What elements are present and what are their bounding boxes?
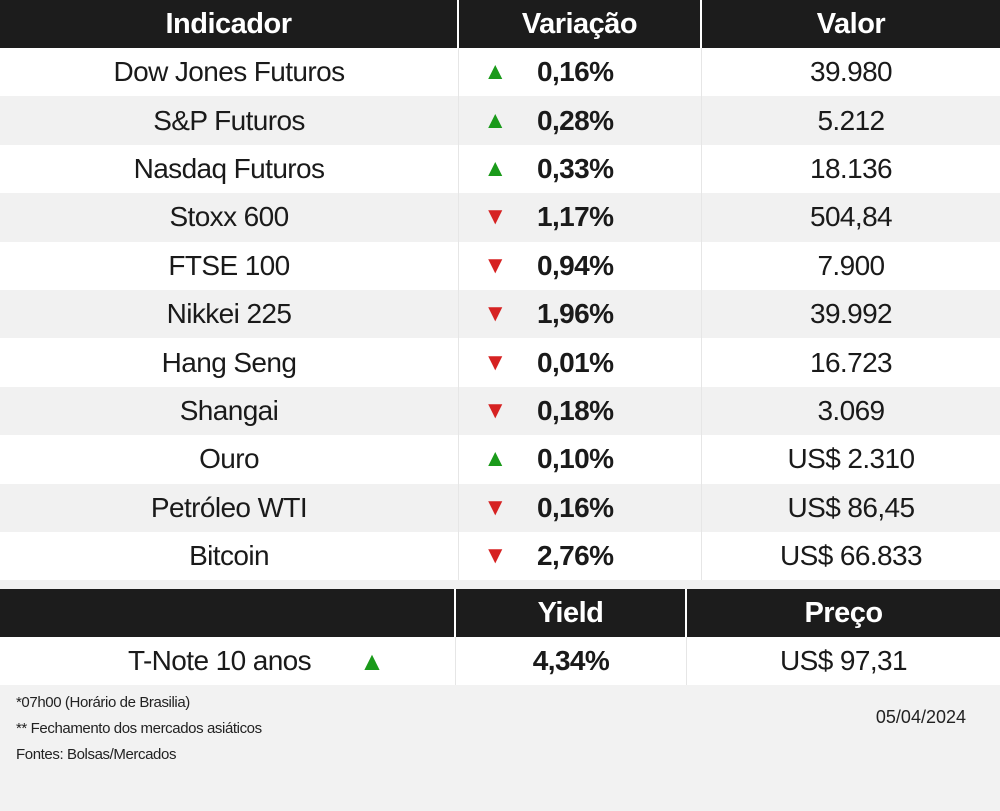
table-row: S&P Futuros ▲ 0,28% 5.212	[0, 96, 1000, 145]
bond-table-header: Yield Preço	[0, 589, 1000, 637]
value-cell: US$ 66.833	[780, 540, 922, 572]
bond-yield: 4,34%	[456, 637, 687, 685]
value-cell: 39.992	[809, 298, 893, 330]
value-cell: 16.723	[809, 346, 893, 378]
triangle-down-icon: ▼	[483, 396, 507, 424]
variation-cell: ▼ 1,17%	[459, 193, 702, 242]
variation-cell: ▲ 0,10%	[459, 435, 702, 484]
triangle-up-icon: ▲	[483, 445, 507, 473]
triangle-up-icon: ▲	[483, 58, 507, 86]
indices-table: Indicador Variação Valor Dow Jones Futur…	[0, 0, 1000, 581]
variation-value: 2,76%	[537, 540, 614, 572]
variation-cell: ▼ 0,94%	[459, 241, 702, 290]
triangle-down-icon: ▼	[483, 251, 507, 279]
value-cell: US$ 86,45	[787, 491, 916, 523]
footnote: ** Fechamento dos mercados asiáticos	[16, 720, 262, 737]
indicator-name: Shangai	[0, 386, 459, 436]
variation-value: 0,33%	[537, 152, 614, 184]
variation-cell: ▼ 0,18%	[459, 386, 702, 436]
indicator-name: Hang Seng	[0, 338, 459, 387]
triangle-up-icon: ▲	[483, 106, 507, 134]
triangle-up-icon: ▲	[483, 154, 507, 182]
table-row: Nasdaq Futuros ▲ 0,33% 18.136	[0, 144, 1000, 194]
variation-value: 0,16%	[537, 491, 614, 523]
header-yield: Yield	[456, 589, 687, 637]
triangle-down-icon: ▼	[483, 300, 507, 328]
triangle-down-icon: ▼	[483, 203, 507, 231]
table-row: T-Note 10 anos ▲ 4,34% US$ 97,31	[0, 637, 1000, 685]
header-indicator: Indicador	[0, 0, 459, 48]
triangle-up-icon: ▲	[359, 645, 385, 676]
value-cell: 5.212	[817, 104, 885, 136]
bond-name-cell: T-Note 10 anos ▲	[0, 637, 456, 685]
variation-value: 0,18%	[537, 394, 614, 426]
variation-value: 0,01%	[537, 346, 614, 378]
header-price: Preço	[804, 596, 883, 629]
date-label: 05/04/2024	[875, 707, 966, 727]
table-row: Shangai ▼ 0,18% 3.069	[0, 386, 1000, 436]
indicator-name: S&P Futuros	[0, 96, 459, 145]
value-cell: 7.900	[817, 249, 885, 281]
header-blank	[0, 589, 456, 637]
indicator-name: Stoxx 600	[0, 193, 459, 242]
footnote: Fontes: Bolsas/Mercados	[16, 746, 177, 763]
triangle-down-icon: ▼	[483, 542, 507, 570]
footnotes: *07h00 (Horário de Brasilia) ** Fechamen…	[16, 690, 262, 768]
variation-cell: ▼ 1,96%	[459, 289, 702, 339]
table-body: Dow Jones Futuros ▲ 0,16% 39.980 S&P Futuros…	[0, 48, 1000, 581]
bond-name: T-Note 10 anos	[128, 645, 312, 676]
indicator-name: Nasdaq Futuros	[0, 144, 459, 194]
triangle-down-icon: ▼	[483, 493, 507, 521]
table-row: Hang Seng ▼ 0,01% 16.723	[0, 338, 1000, 387]
indicator-name: Dow Jones Futuros	[0, 48, 459, 97]
variation-cell: ▲ 0,28%	[459, 96, 702, 145]
value-cell: 3.069	[817, 394, 885, 426]
table-row: Petróleo WTI ▼ 0,16% US$ 86,45	[0, 483, 1000, 532]
table-row: Dow Jones Futuros ▲ 0,16% 39.980	[0, 48, 1000, 97]
variation-value: 0,10%	[537, 443, 614, 475]
variation-value: 0,28%	[537, 104, 614, 136]
table-header: Indicador Variação Valor	[0, 0, 1000, 48]
variation-cell: ▼ 0,01%	[459, 338, 702, 387]
variation-cell: ▲ 0,16%	[459, 48, 702, 97]
indicator-name: Petróleo WTI	[0, 483, 459, 532]
variation-value: 0,94%	[537, 249, 614, 281]
bond-table: Yield Preço T-Note 10 anos ▲ 4,34% US$ 9…	[0, 589, 1000, 685]
table-gap	[0, 580, 1000, 589]
indicator-name: Bitcoin	[0, 531, 459, 581]
variation-value: 1,17%	[537, 201, 614, 233]
table-row: Bitcoin ▼ 2,76% US$ 66.833	[0, 531, 1000, 581]
table-row: Stoxx 600 ▼ 1,17% 504,84	[0, 193, 1000, 242]
value-cell: 18.136	[809, 152, 893, 184]
header-value: Valor	[816, 7, 886, 40]
variation-value: 0,16%	[537, 56, 614, 88]
variation-value: 1,96%	[537, 298, 614, 330]
bond-price: US$ 97,31	[780, 645, 908, 676]
value-cell: 504,84	[809, 201, 893, 233]
variation-cell: ▲ 0,33%	[459, 144, 702, 194]
header-variation: Variação	[459, 0, 702, 48]
triangle-down-icon: ▼	[483, 348, 507, 376]
variation-cell: ▼ 0,16%	[459, 483, 702, 532]
footnote: *07h00 (Horário de Brasilia)	[16, 694, 190, 711]
indicator-name: Ouro	[0, 435, 459, 484]
value-cell: 39.980	[809, 56, 893, 88]
table-row: FTSE 100 ▼ 0,94% 7.900	[0, 241, 1000, 290]
table-row: Ouro ▲ 0,10% US$ 2.310	[0, 435, 1000, 484]
indicator-name: FTSE 100	[0, 241, 459, 290]
value-cell: US$ 2.310	[787, 443, 916, 475]
indicator-name: Nikkei 225	[0, 289, 459, 339]
table-row: Nikkei 225 ▼ 1,96% 39.992	[0, 289, 1000, 339]
variation-cell: ▼ 2,76%	[459, 531, 702, 581]
